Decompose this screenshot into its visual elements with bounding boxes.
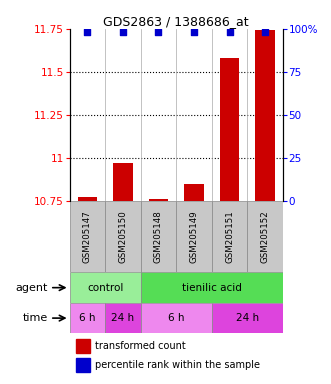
Point bbox=[262, 29, 268, 35]
Text: GSM205149: GSM205149 bbox=[190, 210, 199, 263]
Text: control: control bbox=[87, 283, 123, 293]
Point bbox=[227, 29, 232, 35]
Bar bbox=[184, 184, 204, 201]
Text: agent: agent bbox=[16, 283, 48, 293]
Bar bbox=[220, 58, 239, 201]
Text: GSM205147: GSM205147 bbox=[83, 210, 92, 263]
FancyBboxPatch shape bbox=[70, 201, 105, 272]
Text: 6 h: 6 h bbox=[79, 313, 96, 323]
Bar bbox=[149, 199, 168, 201]
Text: GSM205150: GSM205150 bbox=[118, 210, 127, 263]
FancyBboxPatch shape bbox=[212, 303, 283, 333]
FancyBboxPatch shape bbox=[247, 201, 283, 272]
FancyBboxPatch shape bbox=[70, 303, 105, 333]
Title: GDS2863 / 1388686_at: GDS2863 / 1388686_at bbox=[104, 15, 249, 28]
FancyBboxPatch shape bbox=[105, 303, 141, 333]
Text: transformed count: transformed count bbox=[95, 341, 186, 351]
Point bbox=[120, 29, 125, 35]
FancyBboxPatch shape bbox=[141, 201, 176, 272]
Text: time: time bbox=[23, 313, 48, 323]
Bar bbox=[76, 358, 90, 372]
Bar bbox=[256, 30, 275, 201]
FancyBboxPatch shape bbox=[141, 303, 212, 333]
Text: GSM205148: GSM205148 bbox=[154, 210, 163, 263]
Text: tienilic acid: tienilic acid bbox=[182, 283, 242, 293]
Text: 24 h: 24 h bbox=[111, 313, 134, 323]
Bar bbox=[76, 339, 90, 353]
FancyBboxPatch shape bbox=[105, 201, 141, 272]
Point bbox=[85, 29, 90, 35]
Text: GSM205152: GSM205152 bbox=[261, 210, 270, 263]
FancyBboxPatch shape bbox=[70, 272, 141, 303]
FancyBboxPatch shape bbox=[176, 201, 212, 272]
Point bbox=[156, 29, 161, 35]
Text: percentile rank within the sample: percentile rank within the sample bbox=[95, 360, 260, 370]
Text: 6 h: 6 h bbox=[168, 313, 184, 323]
Text: GSM205151: GSM205151 bbox=[225, 210, 234, 263]
Point bbox=[191, 29, 197, 35]
FancyBboxPatch shape bbox=[212, 201, 247, 272]
Text: 24 h: 24 h bbox=[236, 313, 259, 323]
FancyBboxPatch shape bbox=[141, 272, 283, 303]
Bar bbox=[113, 163, 133, 201]
Bar bbox=[77, 197, 97, 201]
